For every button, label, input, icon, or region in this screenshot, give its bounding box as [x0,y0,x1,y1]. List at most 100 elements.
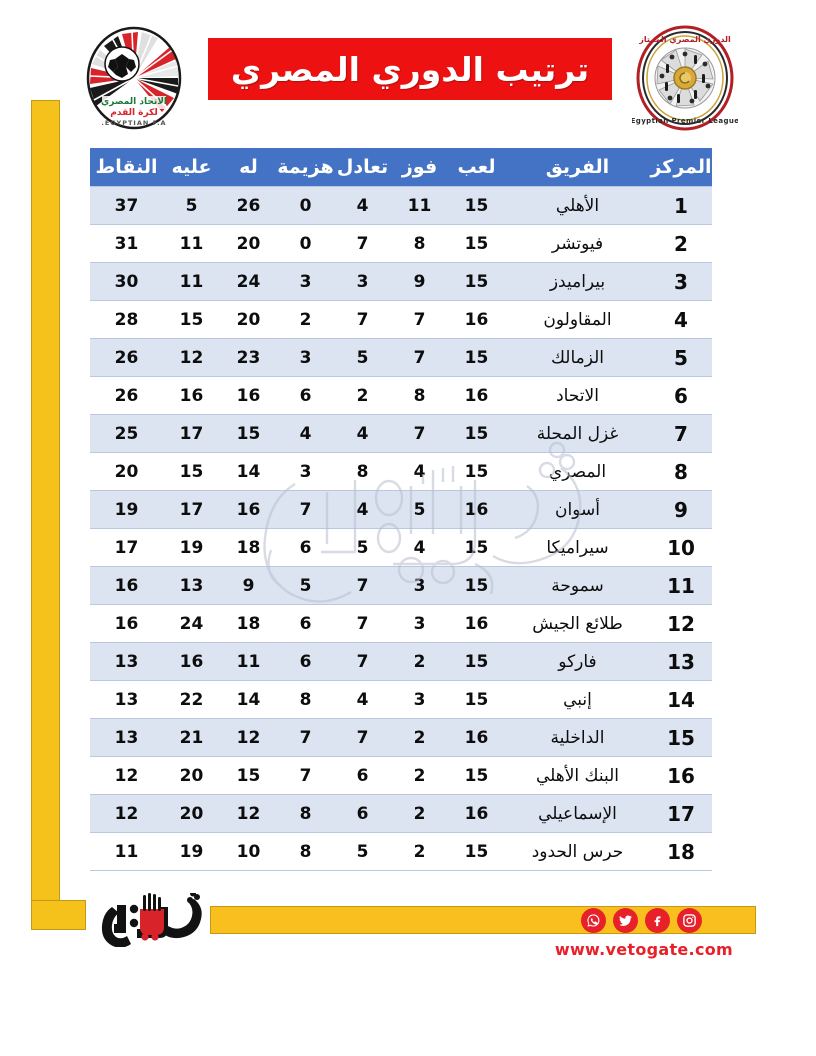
table-row[interactable]: 4 المقاولون 16 7 7 2 20 15 28 [90,300,712,339]
cell-team: الداخلية [505,718,650,757]
cell-played: 15 [448,186,505,225]
cell-draw: 3 [334,262,391,301]
cell-draw: 2 [334,376,391,415]
table-row[interactable]: 14 إنبي 15 3 4 8 14 22 13 [90,680,712,719]
cell-won: 9 [391,262,448,301]
table-row[interactable]: 7 غزل المحلة 15 7 4 4 15 17 25 [90,414,712,453]
cell-draw: 6 [334,756,391,795]
cell-won: 3 [391,680,448,719]
cell-for: 12 [220,718,277,757]
cell-against: 16 [163,642,220,681]
cell-for: 18 [220,604,277,643]
svg-text:Egyptian Premier League: Egyptian Premier League [632,117,738,125]
cell-against: 17 [163,490,220,529]
cell-points: 11 [90,832,163,871]
cell-loss: 2 [277,300,334,339]
cell-points: 16 [90,566,163,605]
cell-rank: 10 [650,528,712,567]
cell-against: 20 [163,756,220,795]
column-header-won[interactable]: فوز [391,148,448,187]
cell-for: 12 [220,794,277,833]
table-row[interactable]: 5 الزمالك 15 7 5 3 23 12 26 [90,338,712,377]
table-row[interactable]: 1 الأهلي 15 11 4 0 26 5 37 [90,186,712,225]
cell-points: 17 [90,528,163,567]
cell-team: أسوان [505,490,650,529]
decorative-frame-vertical-bar [31,100,60,910]
cell-for: 16 [220,376,277,415]
cell-against: 12 [163,338,220,377]
cell-team: فاركو [505,642,650,681]
table-body: 1 الأهلي 15 11 4 0 26 5 37 2 فيوتشر 15 8 7 0 20 11 31 3 بير… [90,186,712,871]
table-row[interactable]: 12 طلائع الجيش 16 3 7 6 18 24 16 [90,604,712,643]
table-row[interactable]: 2 فيوتشر 15 8 7 0 20 11 31 [90,224,712,263]
cell-for: 20 [220,300,277,339]
cell-team: الاتحاد [505,376,650,415]
cell-loss: 8 [277,794,334,833]
cell-played: 15 [448,528,505,567]
table-row[interactable]: 6 الاتحاد 16 8 2 6 16 16 26 [90,376,712,415]
table-row[interactable]: 3 بيراميدز 15 9 3 3 24 11 30 [90,262,712,301]
cell-rank: 1 [650,186,712,225]
facebook-icon[interactable] [645,908,670,933]
cell-team: المصري [505,452,650,491]
cell-draw: 4 [334,680,391,719]
cell-draw: 4 [334,186,391,225]
whatsapp-icon[interactable] [581,908,606,933]
egyptian-fa-logo: الاتحاد المصري لكرة القدم EGYPTIAN F.A. [82,26,186,130]
veto-logo [98,890,202,948]
cell-loss: 6 [277,376,334,415]
table-row[interactable]: 10 سيراميكا 15 4 5 6 18 19 17 [90,528,712,567]
cell-draw: 5 [334,528,391,567]
cell-team: المقاولون [505,300,650,339]
cell-loss: 8 [277,832,334,871]
cell-points: 16 [90,604,163,643]
cell-loss: 6 [277,642,334,681]
cell-rank: 17 [650,794,712,833]
column-header-points[interactable]: النقاط [90,148,163,187]
twitter-icon[interactable] [613,908,638,933]
table-row[interactable]: 18 حرس الحدود 15 2 5 8 10 19 11 [90,832,712,871]
cell-won: 4 [391,452,448,491]
cell-against: 16 [163,376,220,415]
cell-against: 15 [163,452,220,491]
table-row[interactable]: 9 أسوان 16 5 4 7 16 17 19 [90,490,712,529]
egyptian-premier-league-logo: الدوري المصري الممتاز Egyptian Premier L… [631,22,739,134]
cell-draw: 5 [334,338,391,377]
cell-for: 16 [220,490,277,529]
page-header: الاتحاد المصري لكرة القدم EGYPTIAN F.A. … [0,0,816,140]
cell-against: 13 [163,566,220,605]
cell-won: 11 [391,186,448,225]
column-header-rank[interactable]: المركز [650,148,712,187]
website-url[interactable]: www.vetogate.com [554,940,733,959]
cell-against: 22 [163,680,220,719]
table-row[interactable]: 16 البنك الأهلي 15 2 6 7 15 20 12 [90,756,712,795]
table-row[interactable]: 8 المصري 15 4 8 3 14 15 20 [90,452,712,491]
cell-for: 26 [220,186,277,225]
cell-draw: 7 [334,604,391,643]
cell-for: 11 [220,642,277,681]
svg-text:EGYPTIAN F.A.: EGYPTIAN F.A. [101,119,166,127]
cell-played: 15 [448,452,505,491]
table-row[interactable]: 13 فاركو 15 2 7 6 11 16 13 [90,642,712,681]
cell-points: 12 [90,794,163,833]
cell-played: 15 [448,756,505,795]
cell-played: 15 [448,566,505,605]
column-header-team[interactable]: الفريق [505,148,650,187]
column-header-loss[interactable]: هزيمة [277,148,334,187]
table-row[interactable]: 17 الإسماعيلي 16 2 6 8 12 20 12 [90,794,712,833]
cell-against: 11 [163,262,220,301]
cell-played: 15 [448,832,505,871]
standings-table-container: المركز الفريق لعب فوز تعادل هزيمة له علي… [90,148,712,871]
table-row[interactable]: 15 الداخلية 16 2 7 7 12 21 13 [90,718,712,757]
table-row[interactable]: 11 سموحة 15 3 7 5 9 13 16 [90,566,712,605]
cell-loss: 8 [277,680,334,719]
cell-played: 16 [448,490,505,529]
column-header-for[interactable]: له [220,148,277,187]
column-header-draw[interactable]: تعادل [334,148,391,187]
cell-draw: 5 [334,832,391,871]
instagram-icon[interactable] [677,908,702,933]
cell-rank: 6 [650,376,712,415]
cell-won: 3 [391,604,448,643]
column-header-played[interactable]: لعب [448,148,505,187]
column-header-against[interactable]: عليه [163,148,220,187]
